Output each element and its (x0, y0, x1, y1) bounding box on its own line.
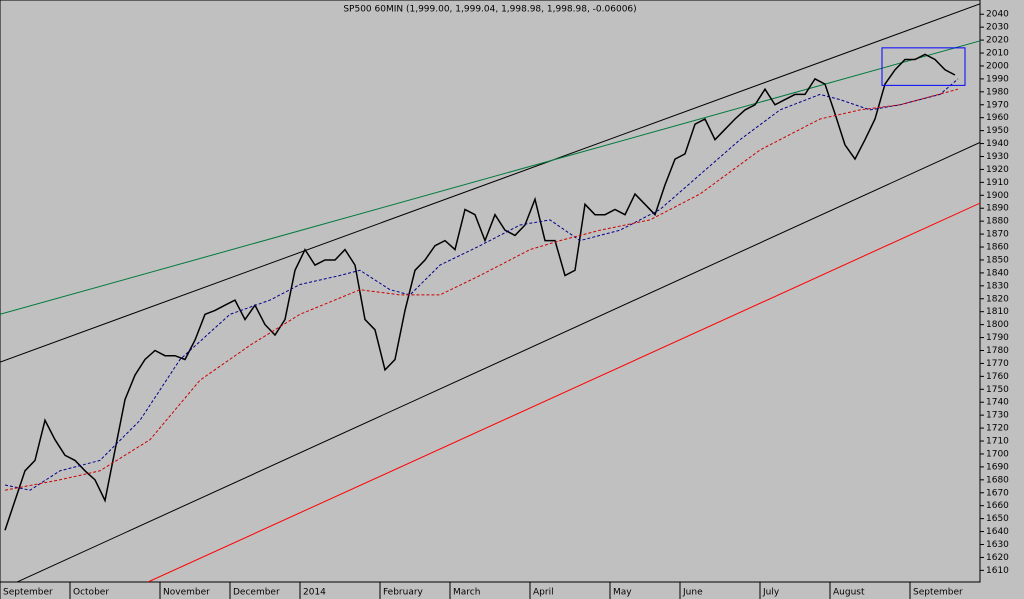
highlight-box (881, 47, 966, 86)
y-tick-label: 1920 (986, 165, 1009, 175)
y-tick-label: 1700 (986, 449, 1009, 459)
x-tick-label: 2014 (303, 588, 326, 598)
y-tick-label: 1830 (986, 281, 1009, 291)
y-tick-label: 1990 (986, 74, 1009, 84)
x-tick-label: September (913, 588, 963, 598)
y-tick-label: 1850 (986, 255, 1009, 265)
x-tick-label: November (163, 588, 210, 598)
x-tick-label: October (73, 588, 109, 598)
y-tick-label: 1810 (986, 307, 1009, 317)
y-tick-label: 1930 (986, 152, 1009, 162)
y-tick-label: 1910 (986, 178, 1009, 188)
y-tick-label: 1730 (986, 411, 1009, 421)
y-tick-label: 1800 (986, 320, 1009, 330)
y-tick-label: 1880 (986, 217, 1009, 227)
y-tick-label: 1640 (986, 527, 1009, 537)
x-tick-label: July (762, 588, 780, 598)
y-tick-label: 1890 (986, 204, 1009, 214)
trendline (147, 202, 980, 582)
y-tick-label: 1840 (986, 268, 1009, 278)
y-tick-label: 1620 (986, 553, 1009, 563)
x-tick-label: February (383, 588, 424, 598)
x-tick-label: August (833, 588, 865, 598)
trendline (0, 40, 980, 315)
trendline (15, 141, 980, 582)
y-tick-label: 1860 (986, 243, 1009, 253)
y-tick-label: 1980 (986, 87, 1009, 97)
y-tick-label: 2030 (986, 23, 1009, 33)
plot-area (0, 0, 981, 583)
y-tick-label: 1610 (986, 566, 1009, 576)
x-tick-label: December (233, 588, 280, 598)
moving-average (4, 88, 959, 491)
price-line (4, 53, 956, 531)
x-tick-label: May (613, 588, 632, 598)
y-tick-label: 1870 (986, 230, 1009, 240)
y-tick-label: 2040 (986, 10, 1009, 20)
y-tick-label: 2010 (986, 49, 1009, 59)
y-tick-label: 1940 (986, 139, 1009, 149)
y-tick-label: 2000 (986, 61, 1009, 71)
x-tick-label: March (453, 588, 480, 598)
y-tick-label: 1750 (986, 385, 1009, 395)
y-tick-label: 1970 (986, 100, 1009, 110)
y-tick-label: 1630 (986, 540, 1009, 550)
y-tick-label: 1950 (986, 126, 1009, 136)
x-tick-label: June (682, 588, 703, 598)
y-tick-label: 1690 (986, 462, 1009, 472)
y-tick-label: 1650 (986, 514, 1009, 524)
y-tick-label: 1770 (986, 359, 1009, 369)
trendline (0, 3, 980, 363)
y-tick-label: 1720 (986, 424, 1009, 434)
y-tick-label: 1790 (986, 333, 1009, 343)
y-tick-label: 1710 (986, 437, 1009, 447)
x-tick-label: September (3, 588, 53, 598)
y-tick-label: 1760 (986, 372, 1009, 382)
moving-average (4, 78, 959, 491)
y-tick-label: 1740 (986, 398, 1009, 408)
y-tick-label: 1820 (986, 294, 1009, 304)
y-tick-label: 1660 (986, 501, 1009, 511)
y-tick-label: 1960 (986, 113, 1009, 123)
y-tick-label: 1900 (986, 191, 1009, 201)
y-tick-label: 1670 (986, 488, 1009, 498)
y-tick-label: 1680 (986, 475, 1009, 485)
x-tick-label: April (533, 588, 554, 598)
y-tick-label: 1780 (986, 346, 1009, 356)
y-tick-label: 2020 (986, 36, 1009, 46)
chart-title: SP500 60MIN (1,999.00, 1,999.04, 1,998.9… (343, 5, 636, 15)
